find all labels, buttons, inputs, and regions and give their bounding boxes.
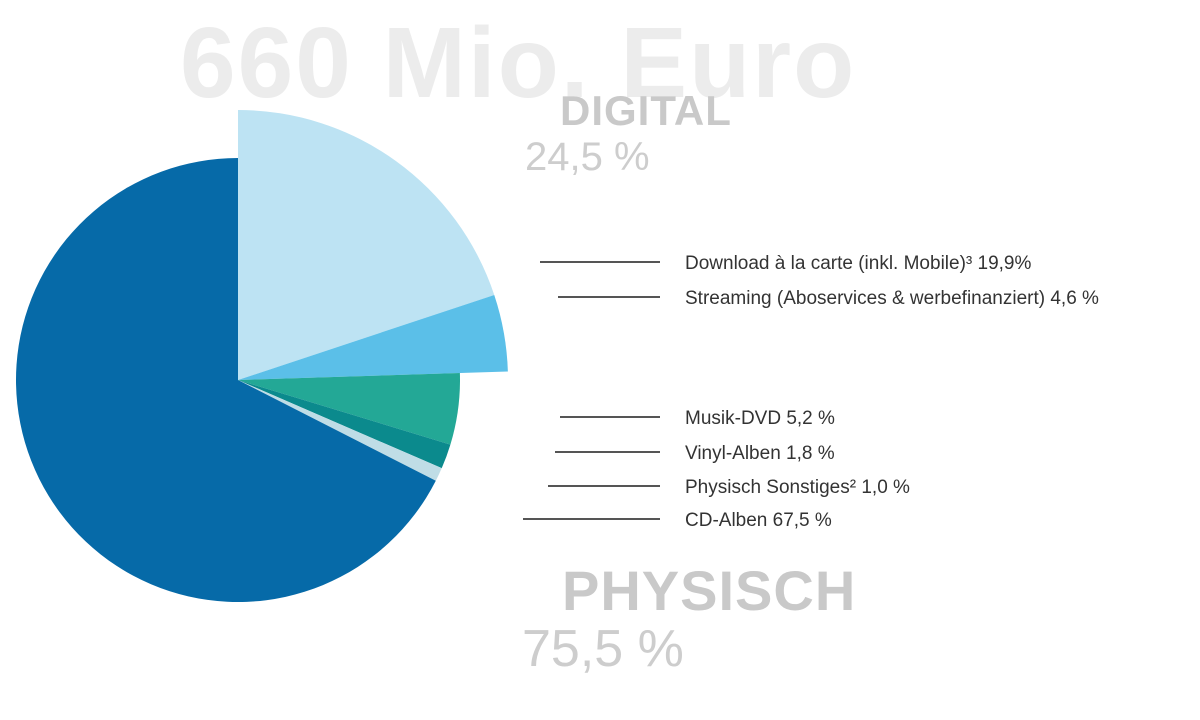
pie-slice-streaming bbox=[238, 294, 508, 380]
legend-leader-lines bbox=[523, 261, 660, 520]
pie-slices bbox=[15, 110, 508, 602]
pie-slice-cd bbox=[15, 158, 436, 602]
physisch-group-percent: 75,5 % bbox=[522, 620, 684, 678]
legend-label-dvd: Musik-DVD 5,2 % bbox=[685, 408, 835, 429]
digital-group-percent: 24,5 % bbox=[525, 135, 650, 179]
legend-labels: Download à la carte (inkl. Mobile)³ 19,9… bbox=[685, 253, 1099, 531]
legend-label-streaming: Streaming (Aboservices & werbefinanziert… bbox=[685, 288, 1099, 309]
chart-headline: 660 Mio. Euro bbox=[180, 7, 857, 119]
legend-label-sonstiges: Physisch Sonstiges² 1,0 % bbox=[685, 477, 910, 498]
pie-slice-download bbox=[238, 110, 495, 380]
pie-slice-sonstiges bbox=[238, 380, 442, 481]
legend-label-download: Download à la carte (inkl. Mobile)³ 19,9… bbox=[685, 253, 1031, 274]
pie-slice-vinyl bbox=[238, 380, 451, 469]
legend-label-vinyl: Vinyl-Alben 1,8 % bbox=[685, 443, 835, 464]
legend-label-cd: CD-Alben 67,5 % bbox=[685, 510, 832, 531]
digital-group-label: DIGITAL bbox=[560, 87, 732, 134]
pie-slice-dvd bbox=[238, 373, 460, 445]
physisch-group-label: PHYSISCH bbox=[562, 559, 857, 622]
